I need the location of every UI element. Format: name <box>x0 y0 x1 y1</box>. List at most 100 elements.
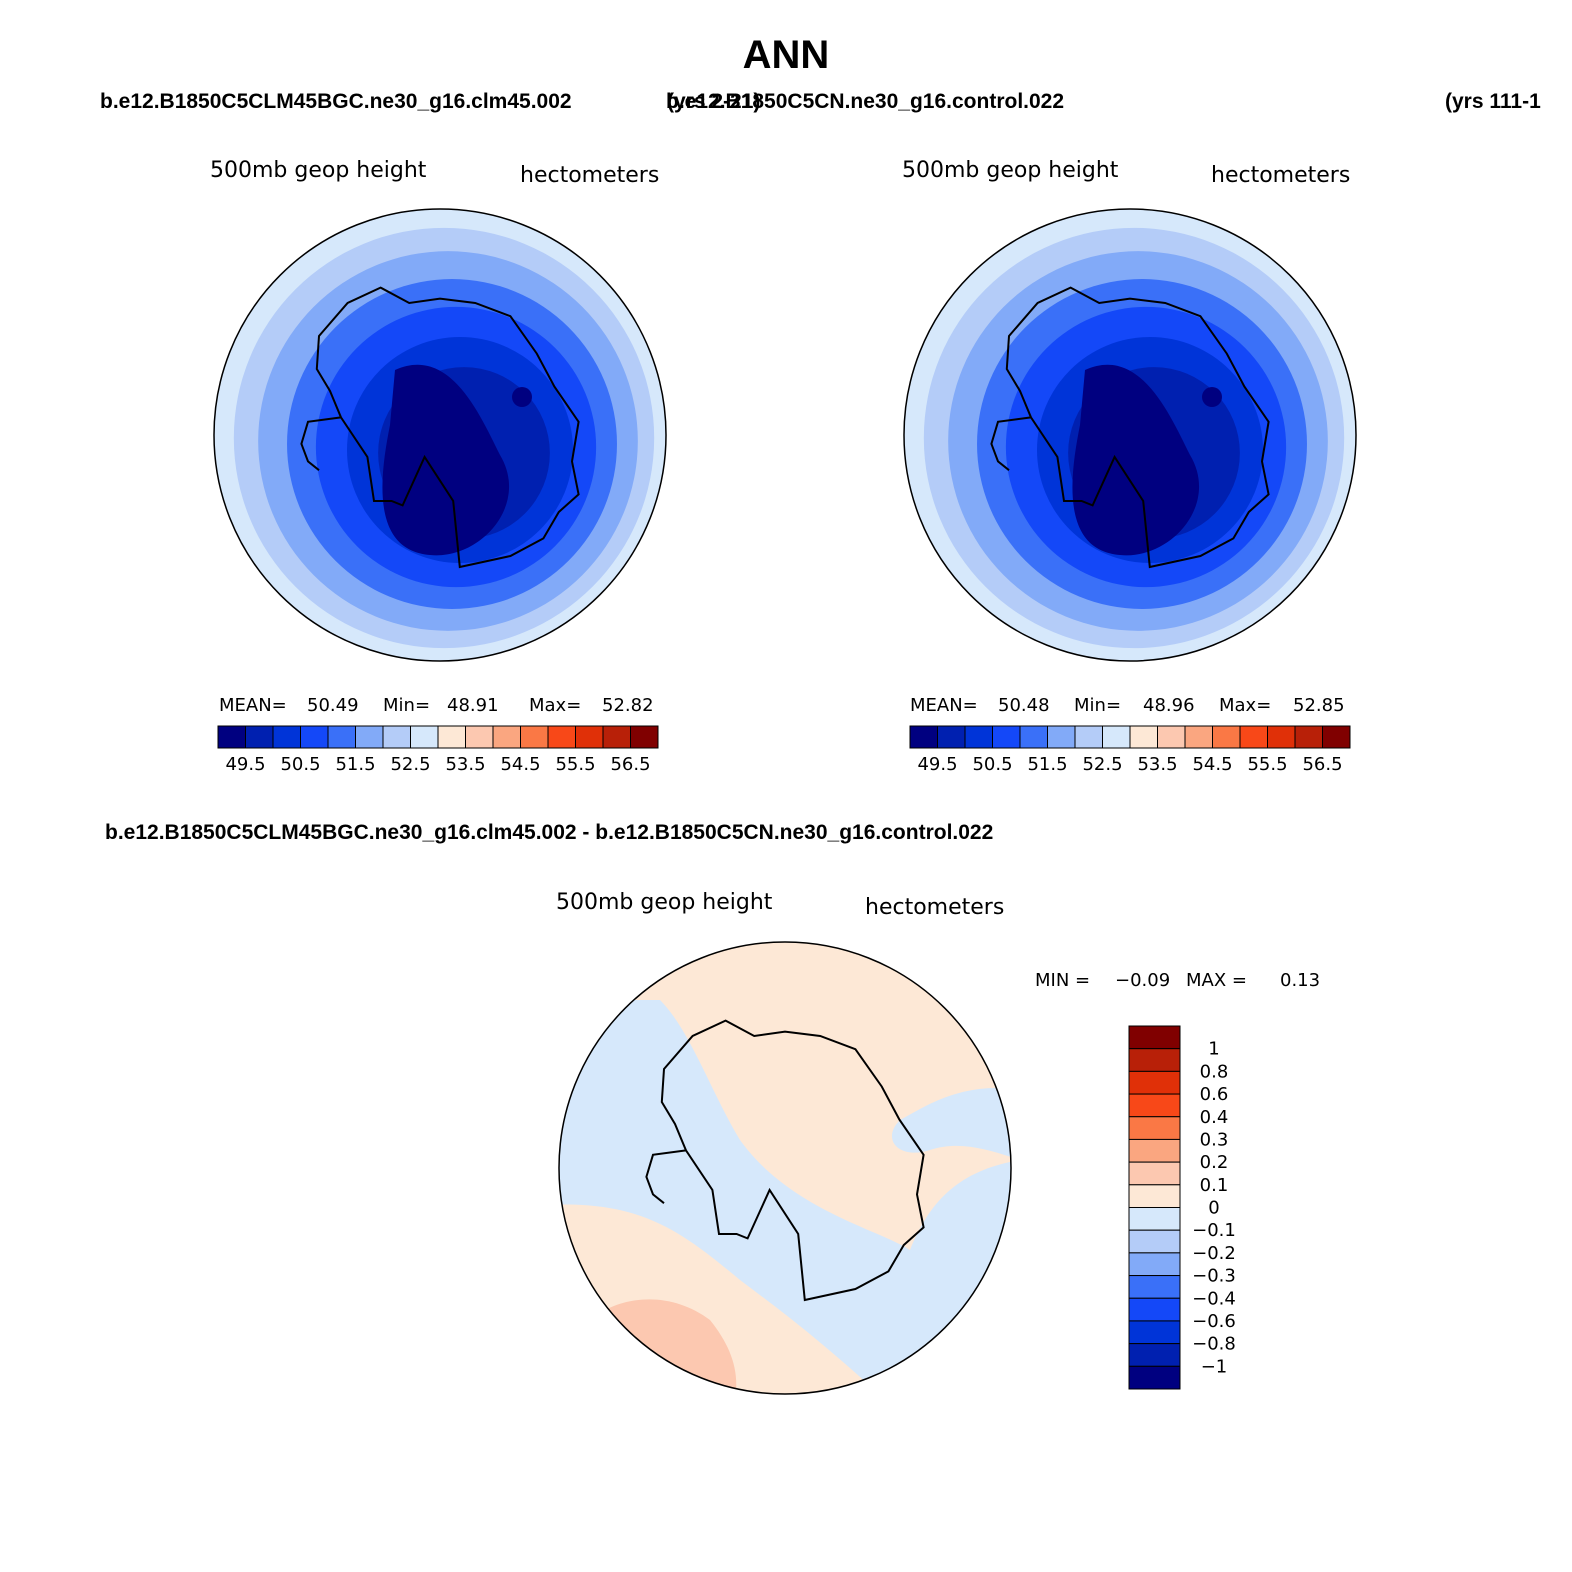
diff-negative-band <box>559 1000 1011 1394</box>
left-colorbar-box-5 <box>355 725 384 749</box>
left-min-label: Min= <box>383 695 430 716</box>
left-stats-line: MEAN= 50.49 Min= 48.91 Max= 52.82 <box>219 695 654 716</box>
right-colorbar-box-4 <box>1019 725 1048 749</box>
diff-min-value: −0.09 <box>1115 970 1170 991</box>
right-colorbar-tick-label: 56.5 <box>1302 754 1342 775</box>
right-colorbar-tick-label: 50.5 <box>972 754 1012 775</box>
diff-max-value: 0.13 <box>1280 970 1320 991</box>
left-mean-label: MEAN= <box>219 695 287 716</box>
diff-colorbar-box-2 <box>1128 1070 1181 1095</box>
left-colorbar-tick-label: 53.5 <box>445 754 485 775</box>
diff-colorbar-box-11 <box>1128 1275 1181 1299</box>
diff-colorbar-box-9 <box>1128 1229 1181 1254</box>
diff-colorbar-box-12 <box>1128 1297 1181 1322</box>
left-colorbar-box-6 <box>382 725 411 749</box>
diff-stats-line: MIN = −0.09 MAX = 0.13 <box>1035 970 1320 991</box>
right-colorbar-labels: 49.5 50.5 51.5 52.5 53.5 54.5 55.5 56.5 <box>917 754 1342 775</box>
left-colorbar-labels: 49.5 50.5 51.5 52.5 53.5 54.5 55.5 56.5 <box>225 754 650 775</box>
diff-colorbar-tick-label: −0.2 <box>1192 1243 1236 1264</box>
right-colorbar-box-6 <box>1074 725 1103 749</box>
left-min-value: 48.91 <box>447 695 499 716</box>
diff-colorbar-tick-label: −1 <box>1201 1356 1228 1377</box>
right-colorbar-box-12 <box>1239 725 1268 749</box>
diff-colorbar-box-13 <box>1128 1320 1181 1345</box>
right-min-label: Min= <box>1074 695 1121 716</box>
diff-colorbar-tick-label: −0.1 <box>1192 1220 1236 1241</box>
right-colorbar-tick-label: 53.5 <box>1137 754 1177 775</box>
diff-colorbar-tick-label: 0.4 <box>1200 1107 1229 1128</box>
diff-colorbar-tick-label: −0.6 <box>1192 1311 1236 1332</box>
right-colorbar-box-13 <box>1267 725 1296 749</box>
left-colorbar-box-13 <box>575 725 604 749</box>
left-colorbar-box-0 <box>217 725 246 749</box>
left-colorbar-box-1 <box>245 725 274 749</box>
right-secondary-minimum <box>1202 387 1222 407</box>
right-min-value: 48.96 <box>1143 695 1195 716</box>
left-variable-label: 500mb geop height <box>210 158 427 183</box>
diff-negative-tongue <box>891 1088 1011 1160</box>
right-years-label: (yrs 111-1 <box>1445 90 1541 113</box>
right-stats-line: MEAN= 50.48 Min= 48.96 Max= 52.85 <box>910 695 1345 716</box>
left-colorbar-box-14 <box>602 725 631 749</box>
diff-colorbar-box-1 <box>1128 1048 1181 1072</box>
diff-colorbar-box-8 <box>1128 1207 1181 1231</box>
diff-colorbar-box-0 <box>1128 1025 1181 1050</box>
left-colorbar-tick-label: 54.5 <box>500 754 540 775</box>
diff-colorbar <box>1128 1025 1181 1390</box>
left-colorbar-box-4 <box>327 725 356 749</box>
diff-antarctica-coastline <box>660 1019 925 1302</box>
diff-colorbar-tick-label: −0.8 <box>1192 1334 1236 1355</box>
right-colorbar-box-14 <box>1294 725 1323 749</box>
right-colorbar-tick-label: 52.5 <box>1082 754 1122 775</box>
diff-colorbar-box-5 <box>1128 1138 1181 1163</box>
left-case-title: b.e12.B1850C5CLM45BGC.ne30_g16.clm45.002 <box>100 90 572 113</box>
left-colorbar-box-12 <box>547 725 576 749</box>
left-max-label: Max= <box>529 695 581 716</box>
panel-right: b.e12.B1850C5CN.ne30_g16.control.022 (yr… <box>666 90 1541 775</box>
diff-variable-label: 500mb geop height <box>556 890 773 915</box>
left-colorbar <box>217 725 659 749</box>
left-minimum-area <box>382 364 510 556</box>
diff-colorbar-labels: 10.80.60.40.30.20.10−0.1−0.2−0.3−0.4−0.6… <box>1192 1039 1236 1378</box>
right-max-label: Max= <box>1219 695 1271 716</box>
left-colorbar-box-11 <box>520 725 549 749</box>
diff-colorbar-tick-label: 0.8 <box>1200 1061 1229 1082</box>
right-map-border <box>903 208 1357 662</box>
right-colorbar-box-8 <box>1129 725 1158 749</box>
right-colorbar-box-2 <box>964 725 993 749</box>
right-colorbar <box>909 725 1351 749</box>
diff-map-border <box>558 941 1012 1395</box>
diff-colorbar-box-15 <box>1128 1365 1181 1390</box>
left-antarctica-coastline <box>315 286 580 569</box>
right-colorbar-box-10 <box>1184 725 1213 749</box>
diff-colorbar-tick-label: 0.1 <box>1200 1175 1229 1196</box>
right-colorbar-box-1 <box>937 725 966 749</box>
left-colorbar-tick-label: 49.5 <box>225 754 265 775</box>
left-colorbar-tick-label: 50.5 <box>280 754 320 775</box>
right-colorbar-tick-label: 55.5 <box>1247 754 1287 775</box>
left-secondary-minimum <box>512 387 532 407</box>
right-case-title: b.e12.B1850C5CN.ne30_g16.control.022 <box>666 90 1064 113</box>
right-colorbar-box-9 <box>1157 725 1186 749</box>
right-polar-map <box>904 209 1356 661</box>
right-colorbar-box-3 <box>992 725 1021 749</box>
diff-colorbar-tick-label: 1 <box>1208 1039 1219 1060</box>
diff-peninsula-coastline <box>645 1149 687 1204</box>
diff-colorbar-box-4 <box>1128 1116 1181 1140</box>
left-colorbar-box-10 <box>492 725 521 749</box>
left-colorbar-box-9 <box>465 725 494 749</box>
left-colorbar-box-8 <box>437 725 466 749</box>
left-mean-value: 50.49 <box>307 695 359 716</box>
right-colorbar-box-7 <box>1102 725 1131 749</box>
diff-colorbar-tick-label: 0 <box>1208 1198 1219 1219</box>
right-mean-value: 50.48 <box>998 695 1050 716</box>
right-max-value: 52.85 <box>1293 695 1345 716</box>
diff-max-label: MAX = <box>1186 970 1247 991</box>
left-colorbar-box-7 <box>410 725 439 749</box>
diff-colorbar-tick-label: −0.4 <box>1192 1288 1236 1309</box>
diff-colorbar-box-6 <box>1128 1161 1181 1186</box>
right-units-label: hectometers <box>1211 163 1350 188</box>
left-peninsula-coastline <box>300 416 342 471</box>
left-units-label: hectometers <box>520 163 659 188</box>
